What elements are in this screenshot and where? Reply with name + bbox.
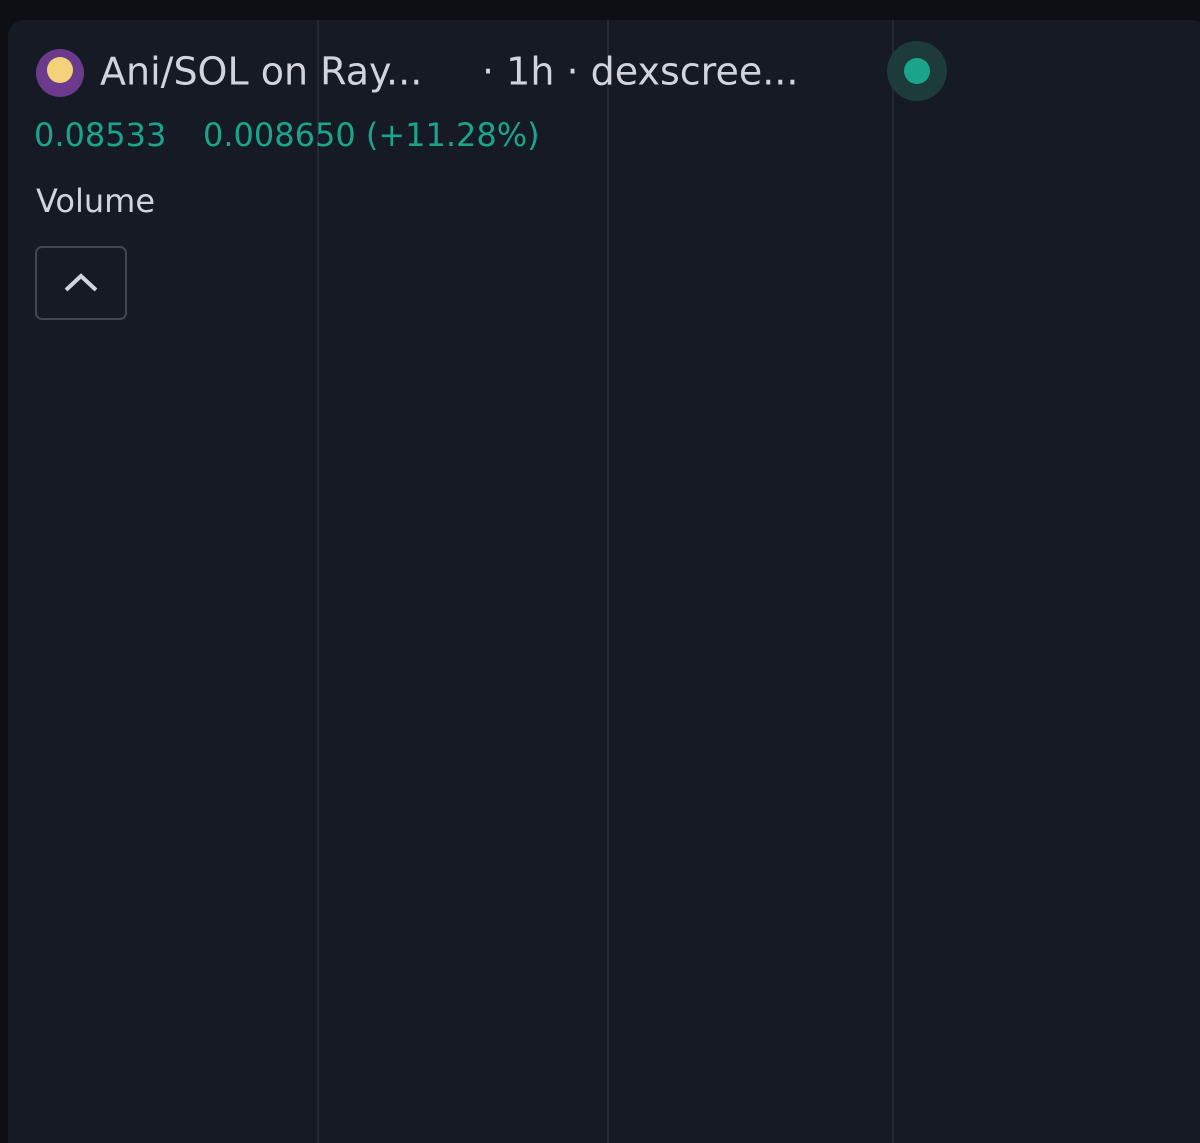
avatar-face — [47, 57, 73, 83]
collapse-icon — [64, 273, 98, 292]
panel — [8, 20, 1200, 1143]
price-change: 0.008650 (+11.28%) — [203, 116, 540, 154]
chart-subtitle: · 1h · dexscree... — [482, 50, 798, 94]
volume-label: Volume — [36, 182, 155, 220]
chart-title: Ani/SOL on Ray... — [100, 50, 422, 94]
status-dot — [904, 58, 930, 84]
collapse-button[interactable] — [35, 246, 127, 320]
last-price: 0.08533 — [34, 116, 166, 154]
